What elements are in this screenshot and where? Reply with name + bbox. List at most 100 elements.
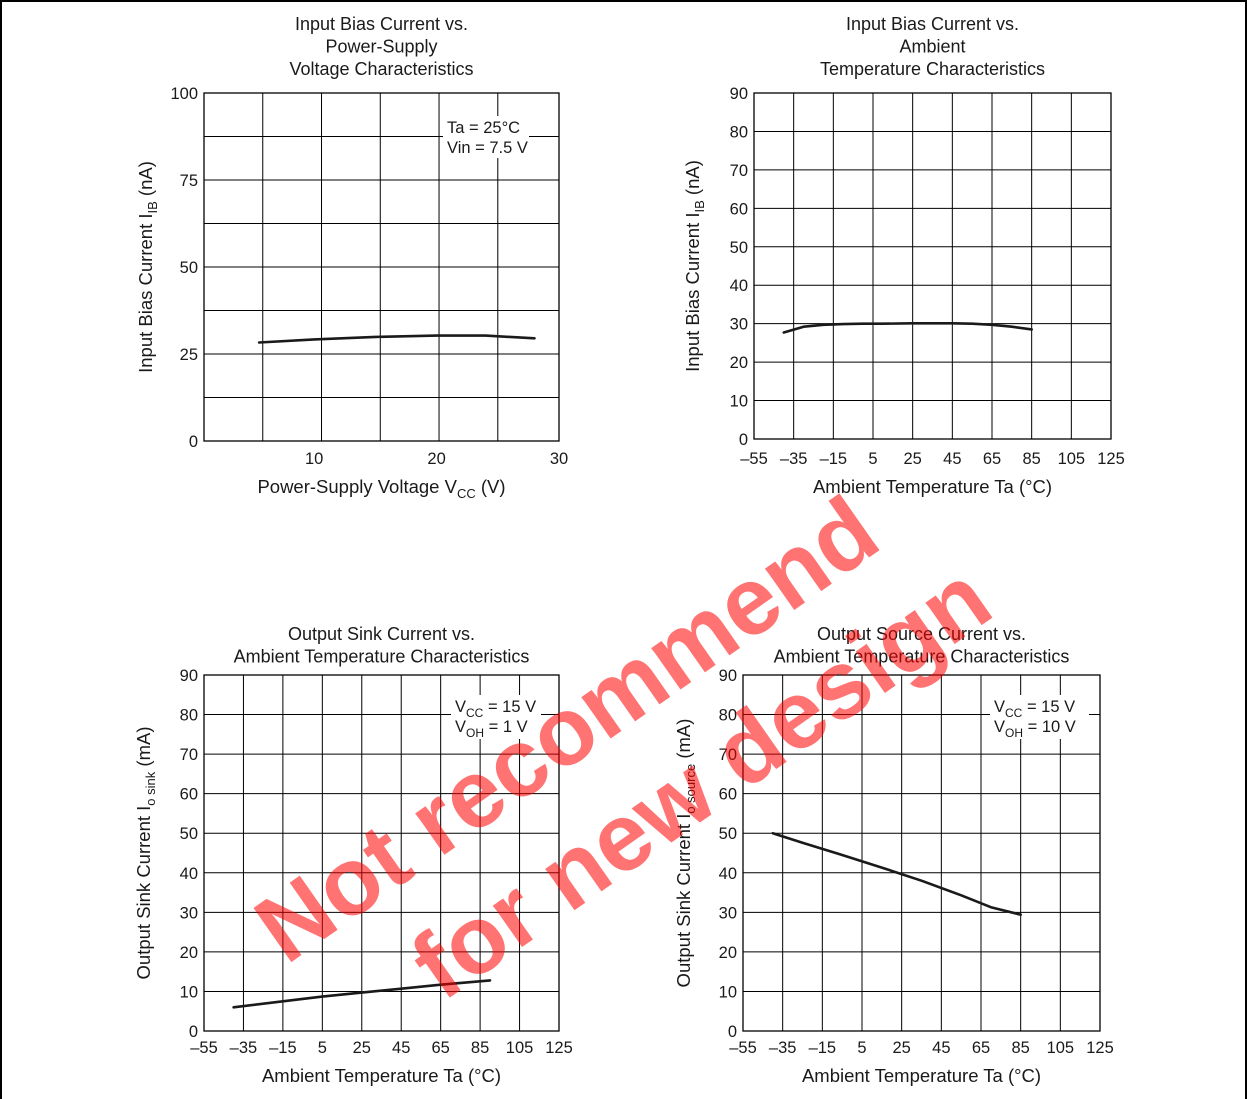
x-tick-label: 65 [983,450,1001,468]
y-tick-label: 60 [730,200,748,218]
y-tick-label: 50 [730,239,748,257]
y-tick-label: 10 [719,983,737,1001]
x-tick-label: 20 [427,450,445,468]
x-axis-label: Ambient Temperature Ta (°C) [262,1065,501,1086]
x-tick-label: –55 [729,1039,757,1057]
y-tick-label: 0 [739,431,748,449]
x-tick-label: 45 [943,450,961,468]
y-tick-label: 60 [719,786,737,804]
x-tick-label: –15 [269,1039,297,1057]
conditions-box [990,695,1089,739]
chart-title-line: Input Bias Current vs. [295,14,468,34]
y-tick-label: 70 [180,746,198,764]
chart-3: Output Sink Current vs. Ambient Temperatu… [133,624,573,1086]
x-tick-label: –55 [740,450,768,468]
y-tick-label: 90 [719,667,737,685]
x-tick-label: 65 [431,1039,449,1057]
y-tick-label: 70 [719,746,737,764]
y-tick-label: 30 [719,904,737,922]
x-tick-label: 5 [318,1039,327,1057]
condition-label: VCC = 15 V [994,698,1075,720]
conditions-box [443,116,529,158]
x-tick-label: –35 [769,1039,797,1057]
chart-title-line: Ambient Temperature Characteristics [774,647,1070,667]
x-tick-label: 30 [550,450,568,468]
x-tick-label: 105 [506,1039,534,1057]
x-tick-label: 25 [353,1039,371,1057]
chart-title-line: Input Bias Current vs. [846,14,1019,34]
y-tick-label: 40 [730,277,748,295]
plot-frame [203,92,560,442]
series-line [782,321,1033,334]
plot-frame [742,674,1101,1032]
y-tick-label: 10 [730,393,748,411]
chart-4: Output Source Current vs. Ambient Tempera… [673,624,1114,1086]
x-tick-label: 25 [892,1039,910,1057]
y-tick-label: 80 [730,123,748,141]
y-tick-label: 0 [189,1023,198,1041]
y-tick-label: 70 [730,162,748,180]
y-tick-label: 10 [180,983,198,1001]
condition-label: VOH = 10 V [994,718,1076,740]
condition-label: Vin = 7.5 V [447,139,528,157]
y-tick-label: 75 [180,172,198,190]
x-tick-label: 5 [868,450,877,468]
y-tick-label: 30 [180,904,198,922]
condition-label: Ta = 25°C [447,119,520,137]
x-tick-label: 85 [1011,1039,1029,1057]
x-tick-label: 105 [1058,450,1086,468]
y-axis-label: Input Bias Current IIB (nA) [682,160,707,372]
y-axis-label: Input Bias Current IIB (nA) [135,161,160,373]
y-tick-label: 0 [189,433,198,451]
x-tick-label: 25 [903,450,921,468]
y-tick-label: 80 [180,707,198,725]
x-tick-label: 65 [972,1039,990,1057]
x-tick-label: 125 [1097,450,1125,468]
y-tick-label: 50 [180,259,198,277]
y-tick-label: 80 [719,707,737,725]
x-tick-label: 85 [1022,450,1040,468]
x-tick-label: –35 [230,1039,258,1057]
x-tick-label: 45 [932,1039,950,1057]
x-tick-label: 125 [545,1039,573,1057]
y-tick-label: 20 [180,944,198,962]
chart-title-line: Output Sink Current vs. [288,624,475,644]
x-tick-label: –15 [820,450,848,468]
y-tick-label: 90 [730,85,748,103]
y-axis-label: Output Sink Current Io source (mA) [673,719,698,988]
series-line [257,334,536,344]
chart-title-line: Ambient [899,37,965,57]
x-tick-label: 5 [857,1039,866,1057]
chart-1: Input Bias Current vs. Power-SupplyVoltag… [135,14,568,501]
y-tick-label: 30 [730,316,748,334]
plot-frame [753,92,1112,440]
x-axis-label: Ambient Temperature Ta (°C) [813,476,1052,497]
y-tick-label: 20 [719,944,737,962]
x-tick-label: –35 [780,450,808,468]
y-tick-label: 20 [730,354,748,372]
chart-title-line: Voltage Characteristics [289,59,473,79]
x-tick-label: 10 [305,450,323,468]
x-axis-label: Power-Supply Voltage VCC (V) [257,476,505,501]
series-line [771,831,1023,917]
x-tick-label: –15 [809,1039,837,1057]
y-tick-label: 40 [180,865,198,883]
x-axis-label: Ambient Temperature Ta (°C) [802,1065,1041,1086]
chart-title-line: Ambient Temperature Characteristics [234,647,530,667]
chart-title-line: Power-Supply [325,37,437,57]
y-tick-label: 90 [180,667,198,685]
condition-label: VOH = 1 V [455,718,528,740]
x-tick-label: 85 [471,1039,489,1057]
y-tick-label: 100 [170,85,198,103]
y-tick-label: 50 [719,825,737,843]
chart-title-line: Output Source Current vs. [817,624,1026,644]
y-tick-label: 0 [728,1023,737,1041]
conditions-box [451,695,541,739]
y-tick-label: 25 [180,346,198,364]
y-tick-label: 60 [180,786,198,804]
x-tick-label: 105 [1047,1039,1075,1057]
y-tick-label: 50 [180,825,198,843]
